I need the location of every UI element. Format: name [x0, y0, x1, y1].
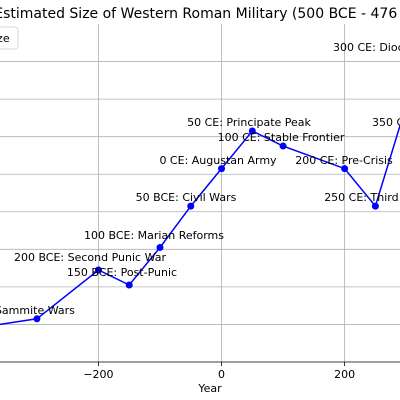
point-annotation: 350 C	[372, 116, 400, 129]
data-point	[94, 266, 102, 274]
data-point	[218, 165, 226, 173]
point-annotation: 0 CE: Augustan Army	[159, 154, 277, 167]
data-point	[33, 315, 41, 323]
point-annotation: 50 BCE: Civil Wars	[136, 191, 237, 204]
legend-label: ize	[0, 32, 10, 45]
data-point	[279, 142, 287, 150]
data-point	[125, 281, 133, 289]
legend: ize	[0, 26, 19, 50]
data-point	[187, 202, 195, 210]
point-annotation: 100 CE: Stable Frontier	[218, 131, 345, 144]
x-axis-label: Year	[197, 382, 222, 395]
series-line	[0, 123, 400, 326]
point-annotation: CE: Sammite Wars	[0, 304, 75, 317]
data-point	[248, 127, 256, 135]
x-tick-label: −200	[83, 368, 113, 381]
x-tick-label: 200	[334, 368, 355, 381]
x-tick-label: 0	[218, 368, 225, 381]
axes-layer: −200 0 200	[0, 361, 400, 381]
data-points-layer	[33, 127, 379, 323]
point-annotation: 250 CE: Third Cent	[324, 191, 400, 204]
legend-box	[0, 26, 19, 50]
annotations-layer: CE: Sammite Wars 200 BCE: Second Punic Wa…	[0, 41, 400, 317]
series-line-layer	[0, 123, 400, 326]
grid-layer	[0, 24, 400, 362]
data-point	[341, 165, 349, 173]
chart-title: Estimated Size of Western Roman Military…	[0, 6, 400, 22]
point-annotation: 50 CE: Principate Peak	[187, 116, 311, 129]
point-annotation: 200 BCE: Second Punic War	[14, 251, 167, 264]
data-point	[371, 202, 379, 210]
point-annotation: 100 BCE: Marian Reforms	[84, 229, 224, 242]
point-annotation: 150 BCE: Post-Punic	[67, 266, 177, 279]
point-annotation: 300 CE: Diocl	[333, 41, 400, 54]
point-annotation: 200 CE: Pre-Crisis	[295, 154, 393, 167]
data-point	[156, 243, 164, 251]
